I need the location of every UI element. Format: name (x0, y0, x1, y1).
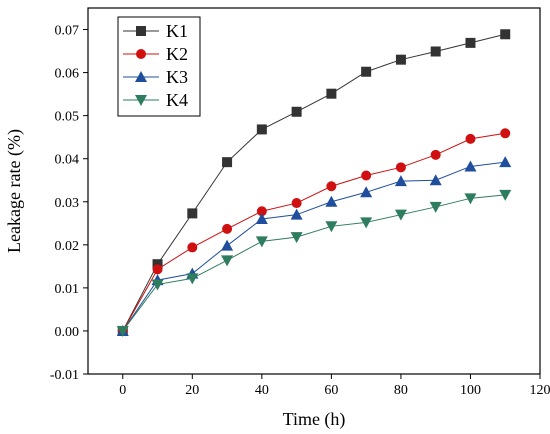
data-point-k1 (291, 106, 302, 117)
data-point-k2 (465, 133, 476, 144)
data-point-k3 (499, 156, 512, 168)
data-point-k1 (500, 29, 511, 40)
data-point-k1 (395, 54, 406, 65)
series-k1 (117, 29, 511, 336)
y-tick-label: 0.03 (55, 196, 80, 211)
y-tick-label: 0.00 (55, 325, 80, 340)
data-point-k4 (360, 217, 373, 229)
data-point-k3 (429, 174, 442, 186)
x-tick-label: 100 (460, 383, 481, 398)
legend-label-k2: K2 (166, 44, 188, 64)
y-tick-label: -0.01 (50, 368, 79, 383)
data-point-k2 (326, 181, 337, 192)
data-point-k4 (394, 209, 407, 221)
series-line-k4 (122, 194, 506, 332)
data-point-k2 (500, 128, 511, 139)
data-point-k3 (464, 160, 477, 172)
data-point-k4 (186, 273, 199, 285)
y-tick-label: 0.01 (55, 282, 80, 297)
x-axis-title: Time (h) (283, 409, 346, 430)
data-point-k2 (256, 206, 267, 217)
data-point-k4 (429, 201, 442, 213)
legend: K1 K2 K3 K4 (117, 16, 201, 117)
data-point-k1 (430, 46, 441, 57)
data-point-k4 (116, 325, 129, 337)
legend-label-k3: K3 (166, 67, 188, 87)
data-point-k1 (465, 37, 476, 48)
legend-marker-k2 (136, 49, 146, 59)
data-point-k3 (325, 195, 338, 207)
data-point-k4 (325, 221, 338, 233)
data-point-k2 (152, 264, 163, 275)
data-point-k4 (290, 232, 303, 244)
data-point-k1 (152, 259, 163, 270)
series-k3 (116, 156, 512, 336)
data-point-k1 (187, 208, 198, 219)
data-point-k4 (464, 193, 477, 205)
data-point-k2 (187, 242, 198, 253)
data-point-k4 (499, 189, 512, 201)
data-point-k2 (222, 223, 233, 234)
x-tick-label: 0 (119, 383, 126, 398)
series-line-k3 (122, 161, 506, 332)
data-point-k2 (430, 149, 441, 160)
x-tick-label: 40 (255, 383, 269, 398)
data-point-k2 (361, 170, 372, 181)
data-point-k4 (221, 255, 234, 267)
x-tick-label: 120 (530, 383, 550, 398)
x-tick-label: 80 (394, 383, 408, 398)
y-tick-label: 0.02 (55, 239, 80, 254)
plot-frame (87, 7, 541, 375)
data-point-k4 (255, 236, 268, 248)
data-point-k3 (255, 212, 268, 224)
legend-marker-k3 (135, 71, 147, 82)
data-point-k2 (395, 162, 406, 173)
series-k4 (116, 189, 512, 337)
y-tick-label: 0.07 (55, 24, 80, 39)
data-point-k3 (360, 186, 373, 198)
legend-marker-k1 (136, 26, 146, 36)
data-point-k3 (394, 175, 407, 187)
legend-marker-k4 (135, 95, 147, 106)
data-point-k1 (326, 88, 337, 99)
data-point-k4 (151, 279, 164, 291)
data-point-k2 (291, 198, 302, 209)
data-point-k1 (361, 66, 372, 77)
data-point-k3 (290, 208, 303, 220)
y-axis-title: Leakage rate (%) (4, 129, 25, 253)
series-line-k2 (122, 132, 506, 332)
data-point-k1 (222, 157, 233, 168)
data-point-k1 (256, 124, 267, 135)
series-line-k1 (122, 33, 506, 332)
y-tick-label: 0.05 (55, 110, 80, 125)
legend-label-k1: K1 (166, 21, 188, 41)
x-tick-label: 60 (324, 383, 338, 398)
y-tick-label: 0.04 (55, 153, 80, 168)
data-point-k3 (221, 239, 234, 251)
y-tick-label: 0.06 (55, 67, 80, 82)
legend-label-k4: K4 (166, 90, 188, 110)
x-tick-label: 20 (185, 383, 199, 398)
